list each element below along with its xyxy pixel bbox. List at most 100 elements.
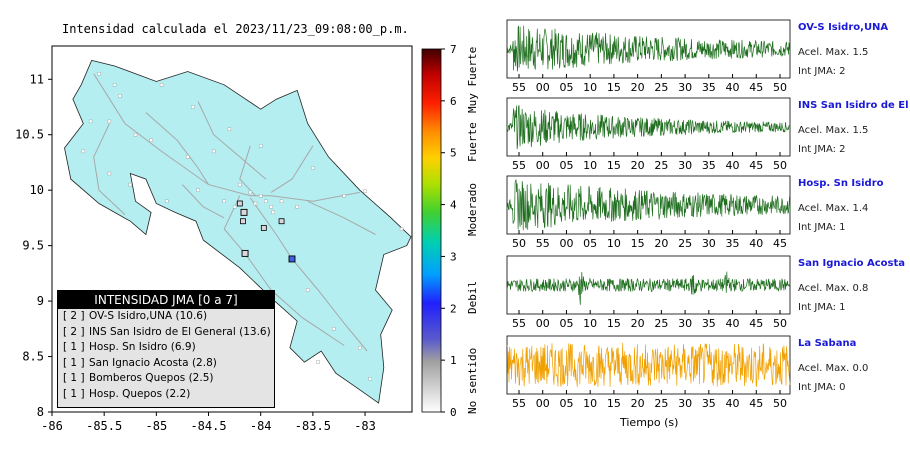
trace-jma-intensity: Int JMA: 2 — [798, 144, 846, 155]
y-tick-label: 9 — [37, 294, 44, 308]
legend-item: [ 1 ] Hosp. Quepos (2.2) — [58, 387, 274, 403]
colorbar-tick-label: 6 — [450, 95, 457, 108]
trace-tick-label: 05 — [559, 159, 573, 172]
trace-tick-label: 00 — [536, 317, 550, 330]
colorbar-tick-label: 0 — [450, 406, 457, 419]
town-marker — [332, 327, 336, 331]
station-marker — [278, 218, 285, 225]
legend-item: [ 2 ] INS San Isidro de El General (13.6) — [58, 325, 274, 341]
town-marker — [227, 127, 232, 131]
y-tick-label: 10.5 — [15, 128, 44, 142]
town-marker — [128, 182, 132, 187]
trace-tick-label: 55 — [536, 237, 550, 250]
trace-tick-label: 10 — [583, 317, 597, 330]
trace-tick-label: 00 — [536, 397, 550, 410]
trace-tick-label: 45 — [773, 237, 787, 250]
trace-tick-label: 00 — [559, 237, 573, 250]
legend-item: [ 1 ] Bomberos Quepos (2.5) — [58, 371, 274, 387]
trace-tick-label: 15 — [607, 159, 621, 172]
trace-tick-label: 00 — [536, 159, 550, 172]
trace-jma-intensity: Int JMA: 0 — [798, 382, 846, 393]
trace-max-accel: Acel. Max. 1.5 — [798, 125, 869, 136]
town-marker — [271, 210, 275, 215]
town-marker — [149, 138, 153, 142]
town-marker — [258, 144, 263, 148]
road-line — [223, 195, 345, 346]
map-frame — [51, 45, 413, 413]
road-line — [182, 184, 225, 219]
trace-tick-label: 15 — [607, 397, 621, 410]
trace-tick-label: 45 — [749, 81, 763, 94]
colorbar-tick-label: 5 — [450, 147, 457, 160]
trace-tick-label: 10 — [607, 237, 621, 250]
colorbar-tick-label: 3 — [450, 250, 457, 263]
trace-tick-label: 20 — [631, 159, 645, 172]
trace-tick-label: 30 — [678, 317, 692, 330]
town-marker — [311, 166, 315, 170]
trace-tick-label: 55 — [512, 159, 526, 172]
trace-tick-label: 50 — [773, 397, 787, 410]
trace-tick-label: 40 — [726, 81, 740, 94]
road-line — [93, 73, 360, 202]
trace-station-name: OV-S Isidro,UNA — [798, 22, 889, 33]
trace-jma-intensity: Int JMA: 1 — [798, 302, 846, 313]
trace-tick-label: 55 — [512, 397, 526, 410]
road-line — [239, 145, 256, 197]
x-tick-label: -85 — [146, 419, 168, 433]
trace-tick-label: 20 — [631, 81, 645, 94]
town-marker — [232, 205, 237, 209]
trace-tick-label: 05 — [583, 237, 597, 250]
trace-tick-label: 40 — [726, 397, 740, 410]
legend-level: [ 1 ] — [63, 356, 85, 369]
trace-tick-label: 30 — [678, 81, 692, 94]
trace-tick-label: 50 — [512, 237, 526, 250]
trace-tick-label: 15 — [607, 81, 621, 94]
trace-tick-label: 50 — [773, 317, 787, 330]
legend-station-label: San Ignacio Acosta (2.8) — [89, 356, 217, 369]
town-marker — [399, 227, 404, 231]
town-marker — [358, 345, 362, 350]
station-marker — [240, 218, 246, 225]
trace-tick-label: 35 — [702, 317, 716, 330]
town-marker — [222, 199, 226, 203]
colorbar-tick-label: 7 — [450, 43, 457, 56]
x-tick-label: -86 — [41, 419, 63, 433]
legend-level: [ 1 ] — [63, 372, 85, 384]
trace-tick-label: 25 — [678, 237, 692, 250]
town-marker — [212, 149, 216, 154]
trace-tick-label: 20 — [631, 397, 645, 410]
town-marker — [191, 105, 195, 109]
trace-station-name: INS San Isidro de El Ge — [798, 100, 910, 111]
legend-station-label: INS San Isidro de El General (13.6) — [89, 325, 271, 338]
y-tick-label: 8.5 — [22, 350, 44, 364]
trace-tick-label: 55 — [512, 317, 526, 330]
intensity-legend: INTENSIDAD JMA [0 a 7] [ 2 ] OV-S Isidro,… — [57, 290, 275, 408]
town-marker — [88, 119, 93, 124]
legend-station-label: Hosp. Quepos (2.2) — [89, 387, 191, 400]
trace-tick-label: 40 — [749, 237, 763, 250]
trace-tick-label: 15 — [607, 317, 621, 330]
trace-tick-label: 05 — [559, 397, 573, 410]
map-title: Intensidad calculada el 2023/11/23_09:08… — [62, 22, 409, 36]
legend-item: [ 1 ] Hosp. Sn Isidro (6.9) — [58, 340, 274, 356]
trace-jma-intensity: Int JMA: 2 — [798, 66, 846, 77]
trace-tick-label: 35 — [702, 397, 716, 410]
trace-tick-label: 10 — [583, 397, 597, 410]
trace-tick-label: 35 — [702, 159, 716, 172]
legend-station-label: OV-S Isidro,UNA (10.6) — [89, 310, 208, 322]
trace-tick-label: 55 — [512, 81, 526, 94]
road-line — [197, 101, 267, 180]
trace-tick-label: 45 — [749, 159, 763, 172]
y-tick-label: 10 — [30, 183, 44, 197]
town-marker — [238, 182, 242, 187]
colorbar-tick-label: 2 — [450, 302, 457, 315]
intensity-colorbar: 0 1 2 3 4 5 6 7 — [421, 43, 457, 419]
x-tick-label: -85.5 — [86, 419, 122, 433]
y-tick-label: 9.5 — [22, 239, 44, 253]
station-marker — [236, 200, 243, 207]
legend-level: [ 2 ] — [63, 310, 85, 322]
trace-tick-label: 50 — [773, 159, 787, 172]
town-marker — [118, 94, 122, 98]
town-marker — [305, 288, 310, 292]
